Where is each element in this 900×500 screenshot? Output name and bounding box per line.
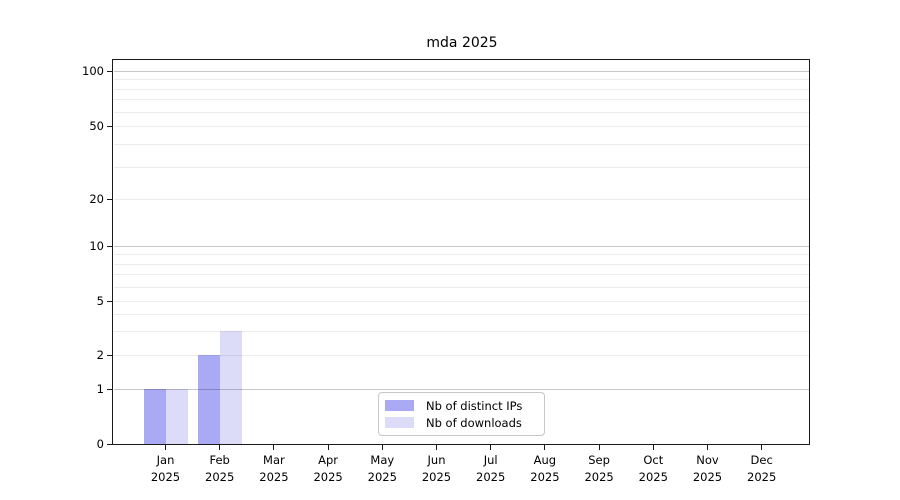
y-tick-label-5: 5 bbox=[96, 294, 104, 308]
x-tick-label-oct: Oct 2025 bbox=[638, 453, 668, 484]
gridline-minor-2 bbox=[114, 355, 810, 356]
legend: Nb of distinct IPs Nb of downloads bbox=[378, 392, 545, 436]
gridline-minor-50 bbox=[114, 126, 810, 127]
x-tick-mark-jan bbox=[164, 445, 167, 450]
bar-downloads-feb bbox=[219, 331, 242, 444]
gridline-minor-8 bbox=[114, 263, 810, 265]
gridline-major-1 bbox=[114, 389, 810, 390]
downloads-swatch bbox=[385, 417, 414, 428]
x-tick-mark-dec bbox=[761, 445, 763, 450]
x-tick-label-dec: Dec 2025 bbox=[747, 453, 777, 484]
x-tick-mark-jul bbox=[490, 445, 492, 450]
x-tick-label-may: May 2025 bbox=[367, 453, 397, 484]
y-tick-mark-0 bbox=[107, 443, 113, 445]
gridline-minor-70 bbox=[114, 99, 810, 101]
gridline-major-10 bbox=[114, 246, 810, 247]
chart-title: mda 2025 bbox=[426, 35, 498, 51]
gridline-minor-7 bbox=[114, 274, 810, 276]
x-tick-label-nov: Nov 2025 bbox=[692, 453, 723, 484]
gridline-minor-4 bbox=[114, 314, 810, 316]
y-tick-mark-50 bbox=[107, 125, 113, 127]
y-tick-label-20: 20 bbox=[89, 192, 104, 206]
x-tick-mark-apr bbox=[327, 445, 329, 450]
y-tick-label-50: 50 bbox=[89, 119, 104, 133]
y-tick-mark-100 bbox=[107, 70, 113, 72]
gridline-minor-80 bbox=[114, 88, 810, 90]
legend-label-downloads: Nb of downloads bbox=[426, 415, 522, 430]
y-tick-label-100: 100 bbox=[82, 64, 104, 78]
y-tick-mark-5 bbox=[107, 300, 113, 302]
gridline-major-100 bbox=[114, 71, 810, 72]
y-tick-label-2: 2 bbox=[96, 348, 104, 362]
x-tick-label-jul: Jul 2025 bbox=[476, 453, 506, 484]
gridline-minor-30 bbox=[114, 166, 810, 168]
gridline-minor-90 bbox=[114, 79, 810, 81]
x-tick-mark-nov bbox=[706, 445, 709, 450]
legend-label-distinct-ips: Nb of distinct IPs bbox=[426, 398, 523, 413]
gridline-minor-5 bbox=[114, 301, 810, 302]
y-tick-mark-20 bbox=[107, 198, 113, 200]
gridline-minor-9 bbox=[114, 254, 810, 256]
y-tick-label-1: 1 bbox=[96, 382, 104, 396]
x-tick-mark-oct bbox=[652, 445, 654, 450]
x-tick-label-jan: Jan 2025 bbox=[150, 453, 181, 484]
x-tick-label-feb: Feb 2025 bbox=[205, 453, 235, 484]
x-tick-mark-jun bbox=[435, 445, 438, 450]
x-tick-mark-aug bbox=[544, 445, 546, 450]
y-tick-label-10: 10 bbox=[89, 239, 104, 253]
bar-downloads-jan bbox=[165, 389, 188, 444]
y-tick-mark-2 bbox=[107, 354, 113, 356]
x-tick-label-mar: Mar 2025 bbox=[259, 453, 289, 484]
bar-distinct-ips-jan bbox=[143, 389, 166, 444]
x-tick-mark-feb bbox=[219, 445, 221, 450]
legend-item-downloads: Nb of downloads bbox=[385, 416, 536, 430]
x-tick-mark-sep bbox=[598, 445, 600, 450]
gridline-minor-40 bbox=[114, 143, 810, 145]
x-tick-label-apr: Apr 2025 bbox=[313, 453, 343, 484]
bar-distinct-ips-feb bbox=[197, 355, 220, 444]
y-tick-label-0: 0 bbox=[96, 437, 104, 451]
gridline-minor-20 bbox=[114, 199, 810, 200]
y-tick-mark-10 bbox=[107, 245, 113, 247]
distinct-ips-swatch bbox=[385, 400, 414, 411]
x-tick-label-jun: Jun 2025 bbox=[421, 453, 452, 484]
gridline-minor-60 bbox=[114, 111, 810, 113]
gridline-minor-3 bbox=[114, 331, 810, 333]
plot-area bbox=[112, 59, 810, 445]
legend-item-distinct-ips: Nb of distinct IPs bbox=[385, 399, 536, 413]
x-tick-label-sep: Sep 2025 bbox=[584, 453, 614, 484]
x-tick-mark-may bbox=[381, 445, 383, 450]
x-tick-mark-mar bbox=[273, 445, 275, 450]
x-tick-label-aug: Aug 2025 bbox=[530, 453, 560, 484]
y-tick-mark-1 bbox=[107, 388, 113, 390]
gridline-minor-6 bbox=[114, 286, 810, 288]
